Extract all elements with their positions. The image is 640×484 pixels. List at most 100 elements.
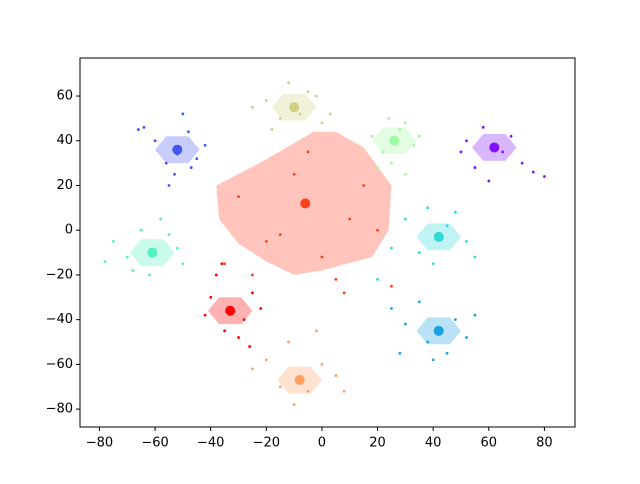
point [223, 329, 227, 333]
point [348, 217, 352, 221]
y-tick-label: −80 [46, 402, 73, 417]
point [417, 251, 421, 254]
y-tick-label: −40 [46, 312, 73, 327]
cluster-center [489, 142, 500, 153]
point [398, 351, 402, 355]
point [465, 239, 468, 243]
x-tick-label: 0 [318, 436, 326, 451]
point [417, 134, 421, 138]
y-tick-label: 60 [56, 89, 73, 104]
y-tick-label: −60 [46, 357, 73, 372]
point [248, 345, 252, 348]
point [314, 94, 318, 98]
point [251, 367, 254, 371]
point [376, 228, 379, 232]
point [473, 166, 477, 169]
point [251, 273, 254, 277]
point [390, 246, 393, 250]
point [320, 362, 324, 366]
point [398, 128, 402, 131]
cluster-center [433, 231, 444, 242]
point [287, 81, 290, 84]
point [412, 143, 416, 147]
point [390, 161, 393, 165]
y-tick-label: 40 [56, 133, 73, 148]
point [175, 246, 179, 250]
cluster-center [433, 325, 444, 336]
point [376, 278, 379, 281]
point [203, 143, 207, 147]
x-tick-label: −40 [197, 436, 224, 451]
point [223, 262, 227, 266]
point [209, 295, 213, 299]
point [481, 125, 485, 129]
point [103, 260, 107, 263]
point [242, 318, 246, 322]
point [298, 112, 302, 116]
cluster-center [294, 375, 305, 386]
point [237, 336, 240, 339]
point [314, 329, 318, 333]
point [445, 224, 449, 228]
point [214, 273, 218, 277]
point [251, 105, 254, 109]
plot-frame [79, 57, 576, 428]
point [509, 134, 513, 138]
point [270, 128, 274, 131]
x-tick-label: −60 [141, 436, 168, 451]
point [131, 269, 135, 272]
point [426, 340, 430, 344]
point [164, 161, 168, 165]
point [125, 255, 129, 259]
point [520, 161, 524, 165]
point [426, 206, 430, 210]
point [320, 121, 324, 125]
point [403, 172, 407, 176]
point [487, 179, 491, 183]
point [264, 358, 268, 362]
point [259, 307, 263, 310]
x-tick-label: 80 [536, 436, 553, 451]
x-tick-label: 20 [369, 436, 386, 451]
point [417, 300, 421, 304]
point [220, 262, 224, 266]
point [287, 340, 290, 344]
point [381, 150, 385, 154]
point [306, 150, 310, 154]
point [278, 233, 282, 237]
point [403, 121, 407, 125]
point [370, 134, 374, 138]
point [390, 284, 393, 288]
point [320, 255, 324, 259]
point [153, 139, 157, 143]
point [167, 184, 171, 187]
point [159, 217, 163, 221]
point [501, 150, 505, 154]
point [264, 99, 268, 102]
x-tick-label: −20 [253, 436, 280, 451]
point [334, 374, 338, 377]
point [431, 358, 435, 362]
point [195, 157, 199, 161]
point [465, 336, 468, 339]
y-tick-label: 0 [65, 223, 73, 238]
point [111, 239, 115, 243]
point [454, 318, 457, 322]
point [328, 112, 332, 116]
point [292, 403, 296, 407]
point [431, 262, 435, 266]
x-tick-label: −80 [86, 436, 113, 451]
point [306, 90, 310, 93]
point [376, 166, 379, 169]
point [342, 291, 346, 295]
point [362, 184, 366, 187]
cluster-center [147, 247, 158, 258]
point [278, 116, 282, 120]
point [465, 139, 468, 143]
point [173, 172, 176, 176]
point [187, 130, 190, 134]
point [306, 389, 310, 393]
point [139, 228, 143, 232]
point [445, 351, 449, 355]
point [264, 239, 268, 243]
